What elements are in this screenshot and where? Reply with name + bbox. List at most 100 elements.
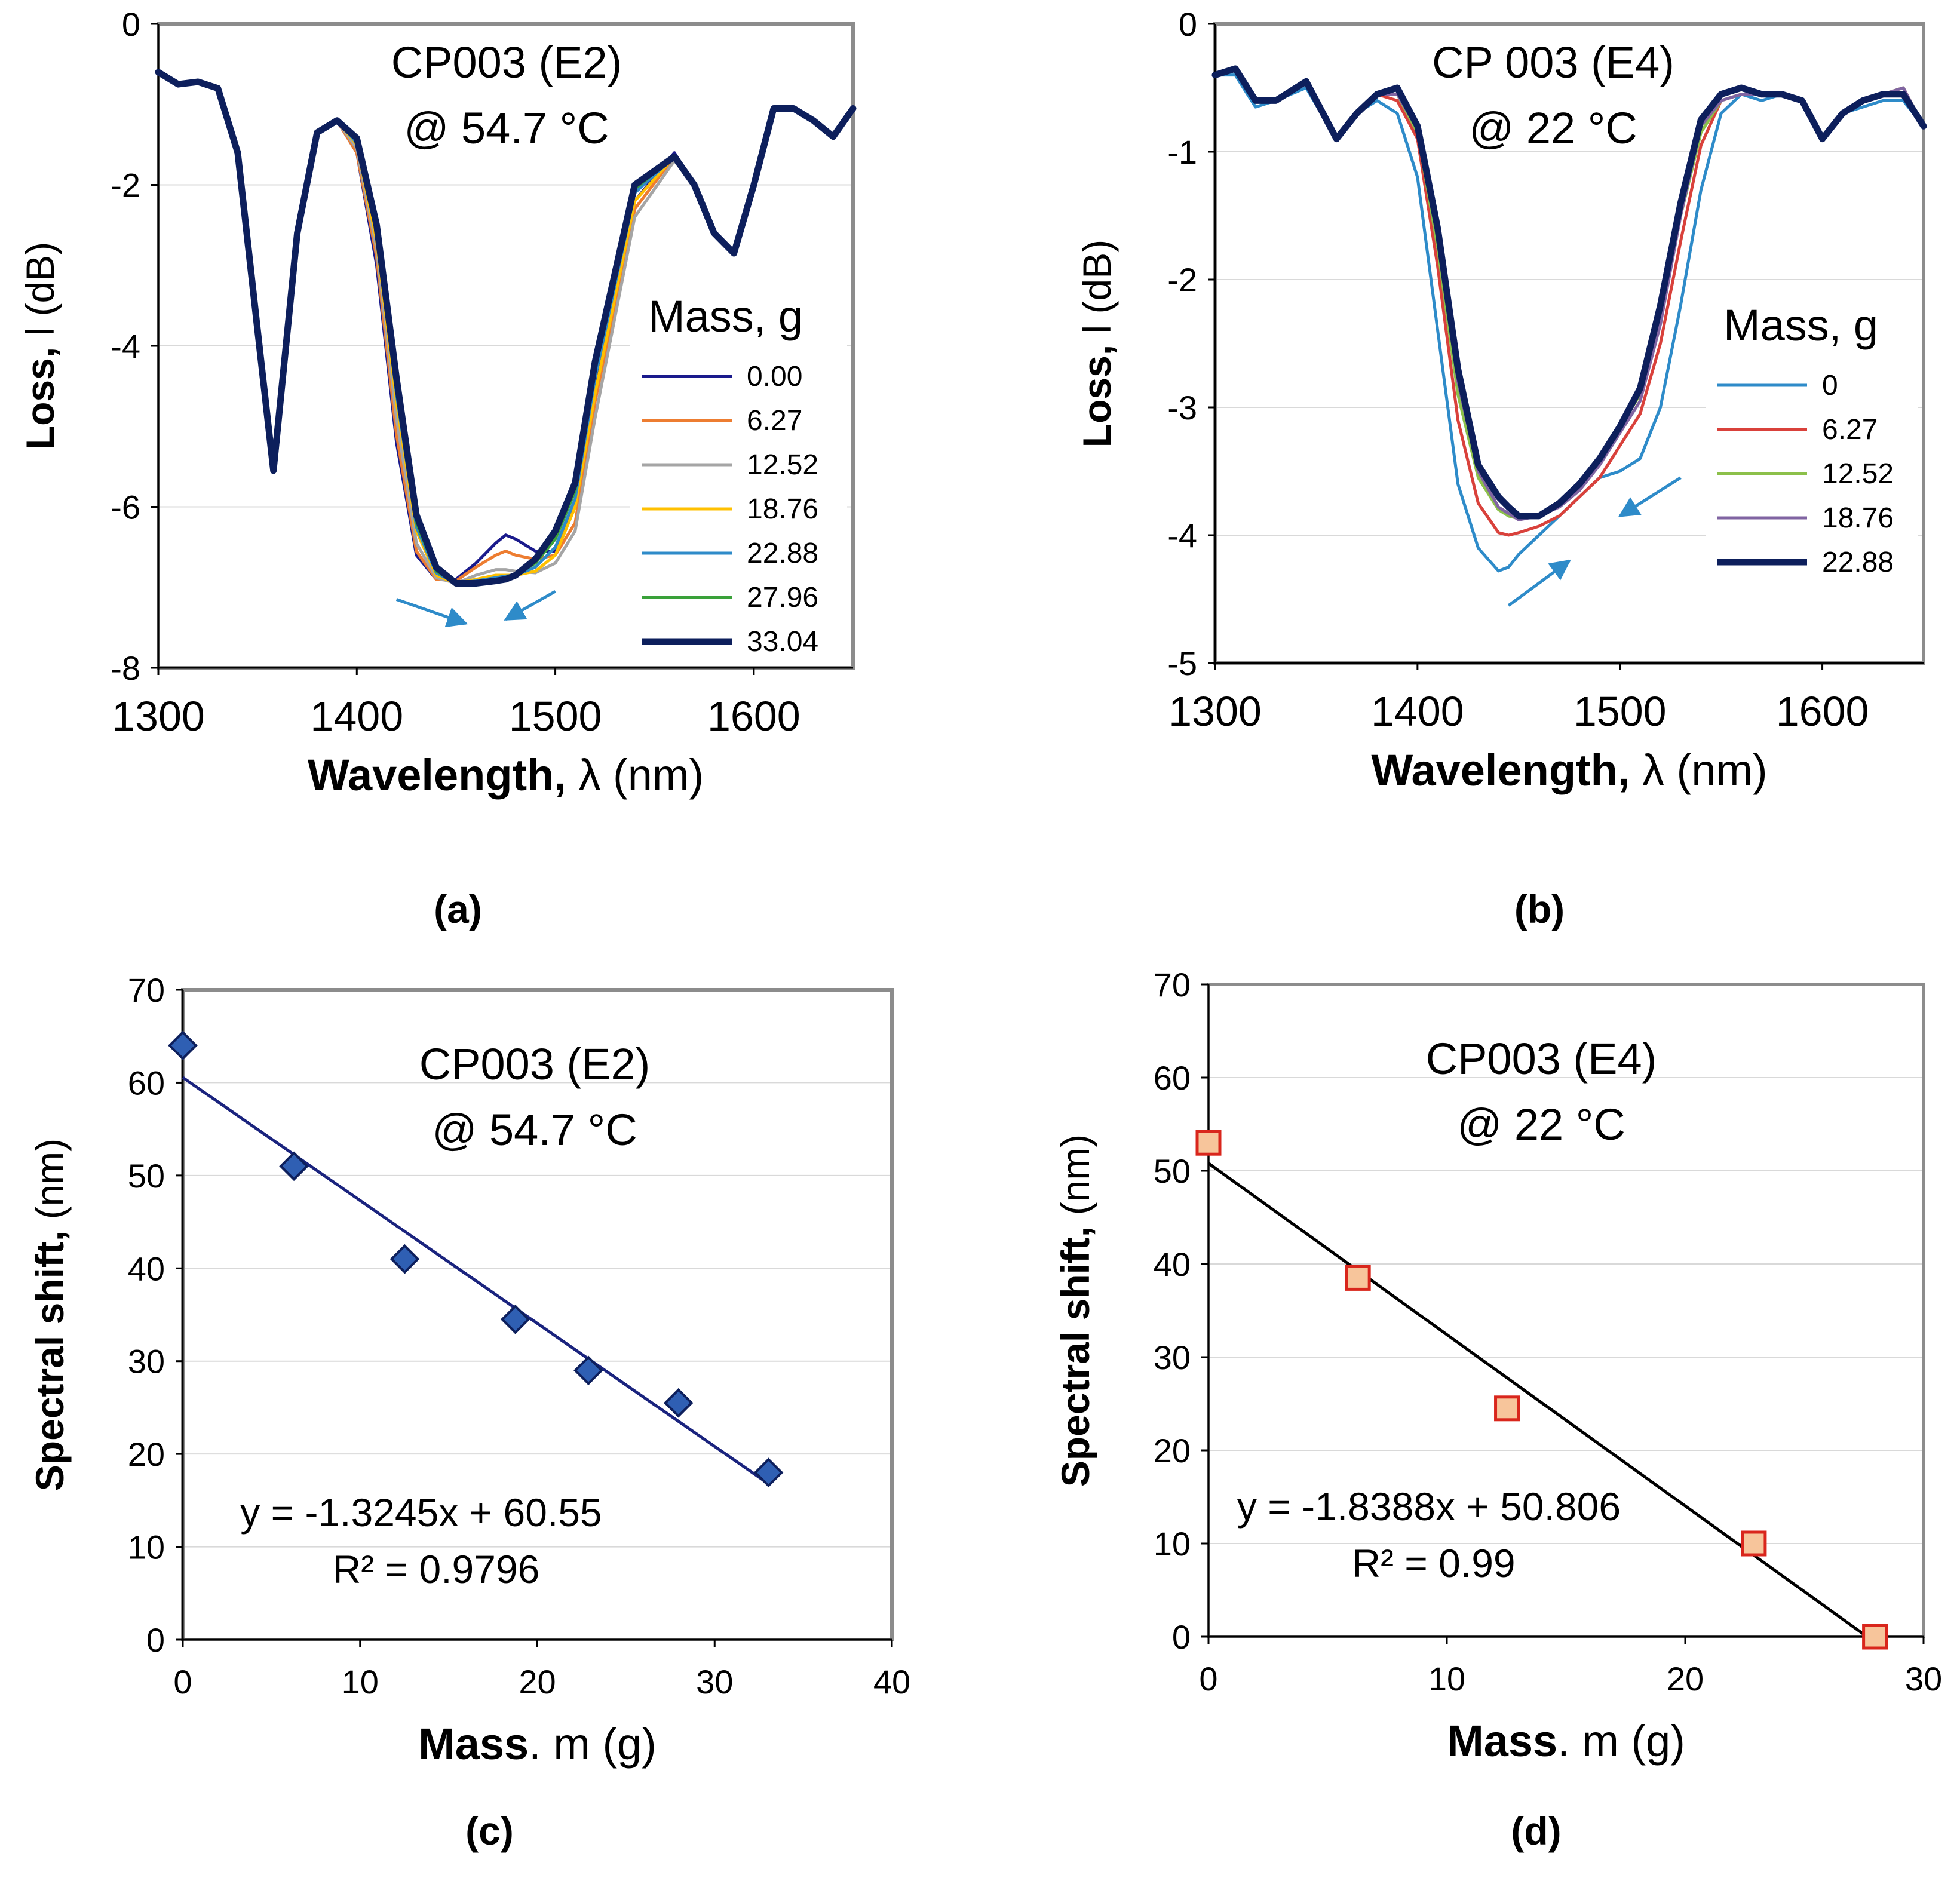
data-point bbox=[1195, 1130, 1222, 1156]
y-tick-label: 40 bbox=[1154, 1245, 1191, 1283]
y-tick-label: 0 bbox=[1172, 1618, 1191, 1656]
panel-caption: (a) bbox=[434, 887, 482, 931]
chart-subtitle: @ 54.7 °C bbox=[432, 1105, 637, 1155]
y-tick-label: 0 bbox=[146, 1621, 165, 1659]
y-tick-label: -5 bbox=[1167, 645, 1197, 682]
y-tick-label: -8 bbox=[111, 649, 140, 687]
legend-label: 18.76 bbox=[1822, 502, 1894, 534]
x-tick-label: 1600 bbox=[707, 693, 800, 739]
y-tick-label: -1 bbox=[1167, 133, 1197, 171]
shift-arrow bbox=[1618, 476, 1682, 518]
chart-title: CP003 (E2) bbox=[419, 1039, 651, 1089]
x-axis-label-rest: . m (g) bbox=[529, 1719, 657, 1769]
x-axis-label: Mass. m (g) bbox=[418, 1719, 657, 1769]
data-point bbox=[500, 1304, 530, 1334]
y-axis-label-rest: l (dB) bbox=[1075, 240, 1119, 345]
y-tick-label: -3 bbox=[1167, 389, 1197, 426]
legend-label: 6.27 bbox=[747, 405, 802, 437]
y-tick-label: 0 bbox=[122, 5, 140, 43]
x-tick-label: 0 bbox=[173, 1663, 192, 1701]
y-tick-label: 40 bbox=[128, 1250, 165, 1287]
trend-r2: R² = 0.99 bbox=[1352, 1541, 1515, 1585]
panel-caption: (b) bbox=[1514, 887, 1565, 931]
x-tick-label: 10 bbox=[342, 1663, 379, 1701]
panel-caption: (c) bbox=[465, 1809, 514, 1853]
y-tick-label: 50 bbox=[1154, 1152, 1191, 1190]
trendline bbox=[1207, 1162, 1868, 1638]
y-axis-label-bold: Loss, bbox=[1075, 345, 1119, 447]
trend-equation: y = -1.3245x + 60.55 bbox=[240, 1490, 602, 1535]
trendline bbox=[182, 1076, 769, 1486]
y-axis-label-rest: (nm) bbox=[1053, 1134, 1097, 1226]
x-axis-label-bold: Wavelength, bbox=[308, 750, 566, 800]
data-point bbox=[1741, 1530, 1767, 1557]
x-tick-label: 1500 bbox=[1573, 688, 1667, 735]
y-tick-label: 30 bbox=[128, 1343, 165, 1380]
x-axis-label: Mass. m (g) bbox=[1447, 1716, 1685, 1766]
legend-title: Mass, g bbox=[1723, 300, 1878, 350]
data-point bbox=[1345, 1265, 1371, 1291]
x-tick-label: 40 bbox=[873, 1663, 910, 1701]
data-point bbox=[753, 1457, 784, 1488]
chart-title: CP003 (E4) bbox=[1426, 1034, 1657, 1084]
x-tick-label: 30 bbox=[696, 1663, 733, 1701]
y-axis-label-bold: Spectral shift, bbox=[27, 1230, 72, 1491]
series-line-33.04 bbox=[155, 69, 857, 587]
legend-label: 33.04 bbox=[747, 626, 818, 658]
x-axis-label-rest: . m (g) bbox=[1557, 1716, 1685, 1766]
x-tick-label: 1500 bbox=[509, 693, 602, 739]
panel-caption: (d) bbox=[1511, 1809, 1561, 1853]
data-point bbox=[573, 1355, 603, 1386]
y-tick-label: 0 bbox=[1179, 5, 1197, 43]
y-tick-label: 20 bbox=[128, 1435, 165, 1473]
y-tick-label: 70 bbox=[1154, 966, 1191, 1004]
y-tick-label: 10 bbox=[128, 1529, 165, 1566]
legend-label: 0 bbox=[1822, 370, 1838, 401]
y-tick-label: 20 bbox=[1154, 1432, 1191, 1469]
x-axis-label: Wavelength, λ (nm) bbox=[1371, 745, 1767, 795]
shift-arrow bbox=[504, 590, 556, 621]
x-tick-label: 1600 bbox=[1776, 688, 1869, 735]
chart-subtitle: @ 22 °C bbox=[1457, 1100, 1625, 1149]
data-point bbox=[279, 1151, 309, 1182]
x-axis-label-bold: Mass bbox=[1447, 1716, 1557, 1766]
trend-r2: R² = 0.9796 bbox=[333, 1547, 540, 1591]
x-axis-label-rest: λ (nm) bbox=[1630, 745, 1767, 795]
y-axis-label: Loss, l (dB) bbox=[18, 242, 62, 450]
y-tick-label: -6 bbox=[111, 489, 140, 526]
y-tick-label: -2 bbox=[111, 167, 140, 204]
x-tick-label: 1400 bbox=[1371, 688, 1464, 735]
shift-arrow bbox=[1507, 559, 1571, 607]
x-tick-label: 0 bbox=[1199, 1660, 1217, 1698]
x-tick-label: 10 bbox=[1428, 1660, 1465, 1698]
legend-label: 6.27 bbox=[1822, 414, 1878, 446]
y-axis-label-bold: Spectral shift, bbox=[1053, 1226, 1097, 1487]
y-tick-label: -4 bbox=[1167, 517, 1197, 554]
legend-label: 12.52 bbox=[1822, 458, 1894, 490]
y-tick-label: 10 bbox=[1154, 1525, 1191, 1563]
y-axis-label: Spectral shift, (nm) bbox=[27, 1139, 72, 1491]
shift-arrow bbox=[395, 598, 468, 628]
legend-label: 22.88 bbox=[1822, 547, 1894, 578]
data-point bbox=[1494, 1395, 1520, 1422]
x-axis-label-rest: λ (nm) bbox=[566, 750, 704, 800]
legend-label: 12.52 bbox=[747, 449, 818, 481]
legend-title: Mass, g bbox=[648, 291, 803, 341]
chart-title: CP003 (E2) bbox=[391, 38, 622, 87]
x-tick-label: 20 bbox=[519, 1663, 556, 1701]
trend-equation: y = -1.8388x + 50.806 bbox=[1237, 1484, 1621, 1529]
legend-background bbox=[1706, 302, 1918, 660]
legend: Mass, g 0 6.27 12.52 18.76 22.88 bbox=[1706, 300, 1918, 660]
y-tick-label: 60 bbox=[1154, 1059, 1191, 1097]
y-axis-label-rest: l (dB) bbox=[18, 242, 62, 347]
y-axis-label: Spectral shift, (nm) bbox=[1053, 1134, 1097, 1487]
data-point bbox=[168, 1030, 198, 1061]
y-axis-label-rest: (nm) bbox=[27, 1139, 72, 1230]
series-line-22.88 bbox=[1211, 65, 1927, 520]
y-tick-label: 50 bbox=[128, 1157, 165, 1195]
chart-subtitle: @ 22 °C bbox=[1469, 103, 1637, 153]
panel-c: 0 10 20 30 40 50 60 70 0 10 20 30 40 Mass. m (g) Spect… bbox=[27, 971, 910, 1853]
y-axis-label: Loss, l (dB) bbox=[1075, 240, 1119, 447]
y-tick-label: -2 bbox=[1167, 261, 1197, 299]
